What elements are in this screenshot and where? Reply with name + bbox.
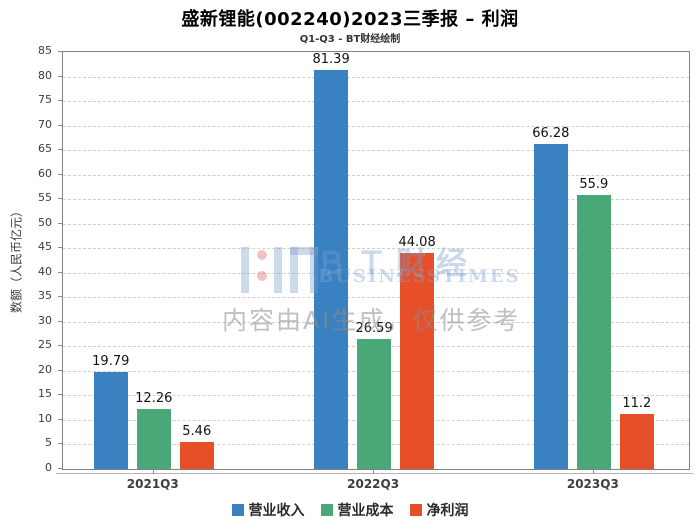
bar-2022Q3-营业收入[interactable]	[314, 69, 349, 469]
y-tick-label: 50	[38, 215, 52, 229]
y-tick-mark	[58, 394, 63, 396]
gridline	[63, 174, 689, 176]
y-tick-label: 35	[38, 289, 52, 303]
y-tick-mark	[58, 75, 63, 77]
bar-value-label: 11.2	[622, 396, 652, 412]
legend-item-netprofit[interactable]: 净利润	[409, 500, 469, 520]
y-tick-label: 65	[38, 142, 52, 156]
y-tick-mark	[58, 247, 63, 249]
x-axis-line	[56, 473, 693, 474]
gridline	[63, 321, 689, 323]
bar-2021Q3-净利润[interactable]	[179, 442, 214, 469]
ai-disclaimer-watermark: 内容由AI生成，仅供参考	[222, 306, 521, 335]
legend-label: 净利润	[426, 503, 469, 519]
y-tick-mark	[58, 124, 63, 126]
y-tick-mark	[58, 173, 63, 175]
bar-value-label: 5.46	[182, 424, 212, 440]
y-tick-label: 55	[38, 191, 52, 205]
bar-value-label: 19.79	[92, 353, 130, 369]
gridline	[63, 297, 689, 299]
y-tick-mark	[58, 418, 63, 420]
legend-swatch-icon	[409, 504, 422, 516]
y-tick-mark	[58, 443, 63, 445]
y-tick-mark	[58, 296, 63, 298]
bar-value-label: 26.59	[355, 320, 393, 336]
y-tick-label: 30	[38, 313, 52, 327]
legend-label: 营业成本	[337, 503, 394, 519]
bar-2023Q3-营业成本[interactable]	[576, 194, 611, 469]
legend-swatch-icon	[320, 504, 333, 516]
y-tick-label: 75	[38, 93, 52, 107]
bar-2023Q3-营业收入[interactable]	[533, 143, 568, 469]
bt-brand-sub-watermark: BUSINESSTIMES	[318, 266, 521, 287]
gridline	[63, 272, 689, 274]
bar-value-label: 44.08	[398, 234, 436, 250]
bar-2021Q3-营业收入[interactable]	[93, 371, 128, 469]
y-tick-mark	[58, 320, 63, 322]
chart-subtitle: Q1-Q3 - BT财经绘制	[299, 34, 401, 45]
y-tick-mark	[58, 149, 63, 151]
gridline	[63, 199, 689, 201]
bar-value-label: 66.28	[532, 125, 570, 141]
plot-area: 19.79 12.26 5.46 81.39 26.59 44.08 66.28 55.9 11…	[62, 51, 690, 470]
y-tick-mark	[58, 369, 63, 371]
y-tick-mark	[58, 198, 63, 200]
legend-swatch-icon	[231, 504, 244, 516]
x-tick-label-2023Q3: 2023Q3	[566, 477, 619, 491]
bar-2022Q3-净利润[interactable]	[400, 252, 435, 469]
x-tick-label-2021Q3: 2021Q3	[126, 477, 179, 491]
y-axis-label: 数额（人民币亿元）	[9, 205, 24, 314]
y-tick-mark	[58, 100, 63, 102]
bar-value-label: 55.9	[579, 176, 609, 192]
bar-2021Q3-营业成本[interactable]	[136, 408, 171, 469]
y-tick-label: 85	[38, 44, 52, 57]
legend-item-cost[interactable]: 营业成本	[320, 500, 394, 520]
y-tick-label: 10	[38, 411, 52, 425]
bar-value-label: 12.26	[135, 390, 173, 406]
x-tick-mark	[592, 469, 594, 474]
bt-brand-watermark: ＢＴ财经	[316, 246, 476, 282]
y-tick-label: 5	[45, 436, 52, 450]
y-tick-label: 20	[38, 362, 52, 376]
gridline	[63, 125, 689, 127]
x-tick-mark	[152, 469, 154, 474]
y-tick-label: 40	[38, 264, 52, 278]
y-tick-mark	[58, 468, 63, 469]
x-tick-label-2022Q3: 2022Q3	[347, 477, 400, 491]
y-tick-label: 70	[38, 117, 52, 131]
gridline	[63, 76, 689, 78]
gridline	[63, 101, 689, 103]
gridline	[63, 223, 689, 225]
y-tick-mark	[58, 271, 63, 273]
legend-label: 营业收入	[248, 503, 305, 519]
gridline	[63, 150, 689, 152]
y-tick-label: 15	[38, 387, 52, 401]
y-tick-label: 0	[45, 461, 52, 474]
chart-legend: 营业收入 营业成本 净利润	[0, 500, 700, 520]
y-tick-mark	[58, 222, 63, 224]
y-tick-label: 25	[38, 338, 52, 352]
bar-2022Q3-营业成本[interactable]	[357, 338, 392, 469]
y-tick-label: 45	[38, 240, 52, 254]
chart-title: 盛新锂能(002240)2023三季报 – 利润	[181, 9, 519, 30]
y-tick-label: 60	[38, 166, 52, 180]
bar-2023Q3-净利润[interactable]	[619, 414, 654, 469]
x-tick-mark	[373, 469, 375, 474]
legend-item-revenue[interactable]: 营业收入	[231, 500, 305, 520]
y-tick-label: 80	[38, 68, 52, 82]
y-tick-mark	[58, 345, 63, 347]
bar-value-label: 81.39	[312, 51, 350, 67]
gridline	[63, 248, 689, 250]
y-tick-mark	[58, 51, 63, 52]
